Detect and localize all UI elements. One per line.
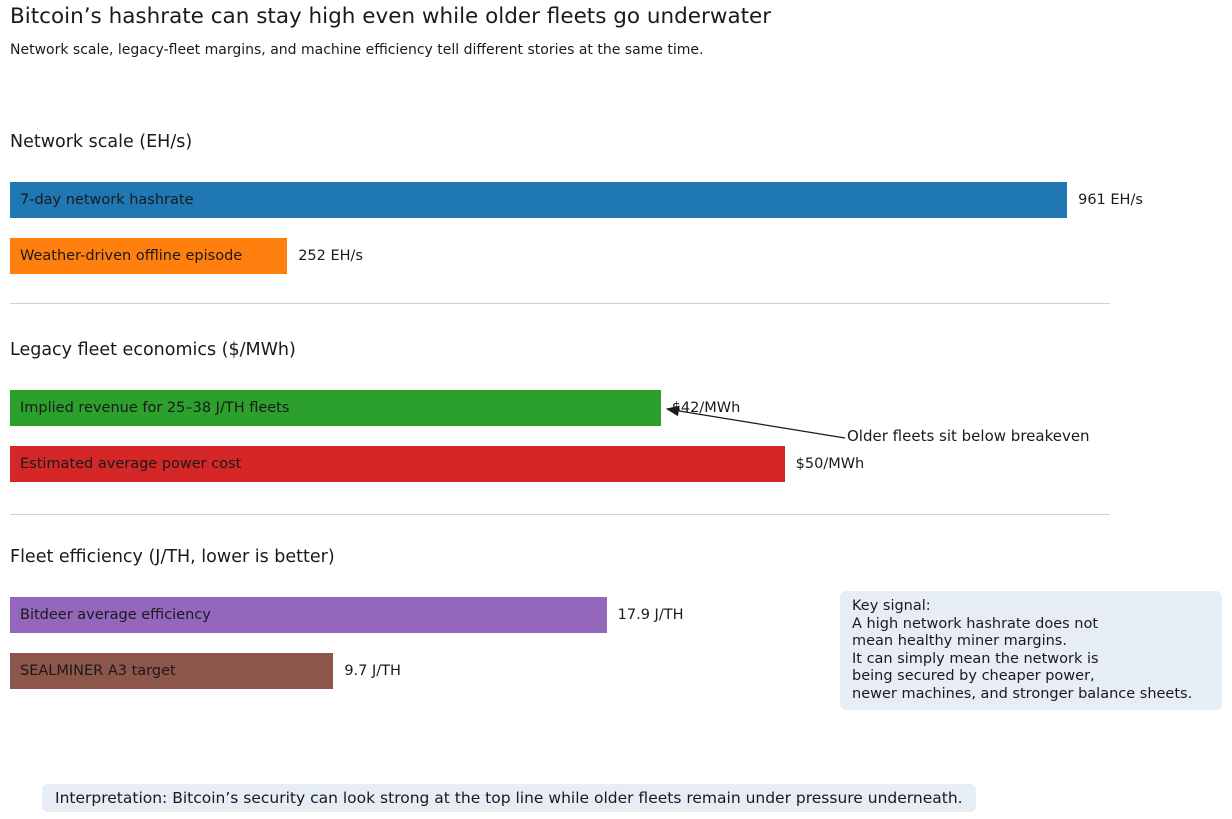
value-label: 17.9 J/TH: [617, 607, 684, 623]
bar-row: SEALMINER A3 target 9.7 J/TH: [10, 653, 1110, 689]
bar-row: Implied revenue for 25–38 J/TH fleets $4…: [10, 390, 1110, 426]
value-label: 252 EH/s: [298, 248, 363, 264]
chart-title: Bitcoin’s hashrate can stay high even wh…: [10, 4, 772, 29]
value-label: 9.7 J/TH: [344, 663, 401, 679]
section-divider: [10, 514, 1110, 515]
bar-weather-offline-episode: Weather-driven offline episode: [10, 238, 288, 274]
bar-row: 7-day network hashrate 961 EH/s: [10, 182, 1143, 218]
bar-implied-revenue: Implied revenue for 25–38 J/TH fleets: [10, 390, 661, 426]
bar-row: Estimated average power cost $50/MWh: [10, 446, 1110, 482]
section-heading-fleet-efficiency: Fleet efficiency (J/TH, lower is better): [10, 547, 335, 567]
section-heading-network-scale: Network scale (EH/s): [10, 132, 193, 152]
value-label: $50/MWh: [795, 456, 865, 472]
section-heading-legacy-economics: Legacy fleet economics ($/MWh): [10, 340, 296, 360]
bar-label: Implied revenue for 25–38 J/TH fleets: [20, 400, 290, 416]
bar-label: 7-day network hashrate: [20, 192, 194, 208]
section-divider: [10, 303, 1110, 304]
annotation-breakeven-text: Older fleets sit below breakeven: [847, 427, 1090, 445]
chart-subtitle: Network scale, legacy-fleet margins, and…: [10, 42, 704, 58]
bar-label: Bitdeer average efficiency: [20, 607, 211, 623]
value-label: 961 EH/s: [1078, 192, 1143, 208]
bar-estimated-power-cost: Estimated average power cost: [10, 446, 785, 482]
key-signal-box: Key signal: A high network hashrate does…: [840, 591, 1222, 711]
bar-label: Weather-driven offline episode: [20, 248, 243, 264]
bar-bitdeer-average-efficiency: Bitdeer average efficiency: [10, 597, 607, 633]
bar-row: Weather-driven offline episode 252 EH/s: [10, 238, 1110, 274]
bar-7day-network-hashrate: 7-day network hashrate: [10, 182, 1068, 218]
bar-row: Bitdeer average efficiency 17.9 J/TH: [10, 597, 1110, 633]
value-label: $42/MWh: [671, 400, 741, 416]
interpretation-box: Interpretation: Bitcoin’s security can l…: [42, 784, 976, 812]
bar-label: Estimated average power cost: [20, 456, 242, 472]
bar-label: SEALMINER A3 target: [20, 663, 176, 679]
bar-sealminer-a3-target: SEALMINER A3 target: [10, 653, 334, 689]
